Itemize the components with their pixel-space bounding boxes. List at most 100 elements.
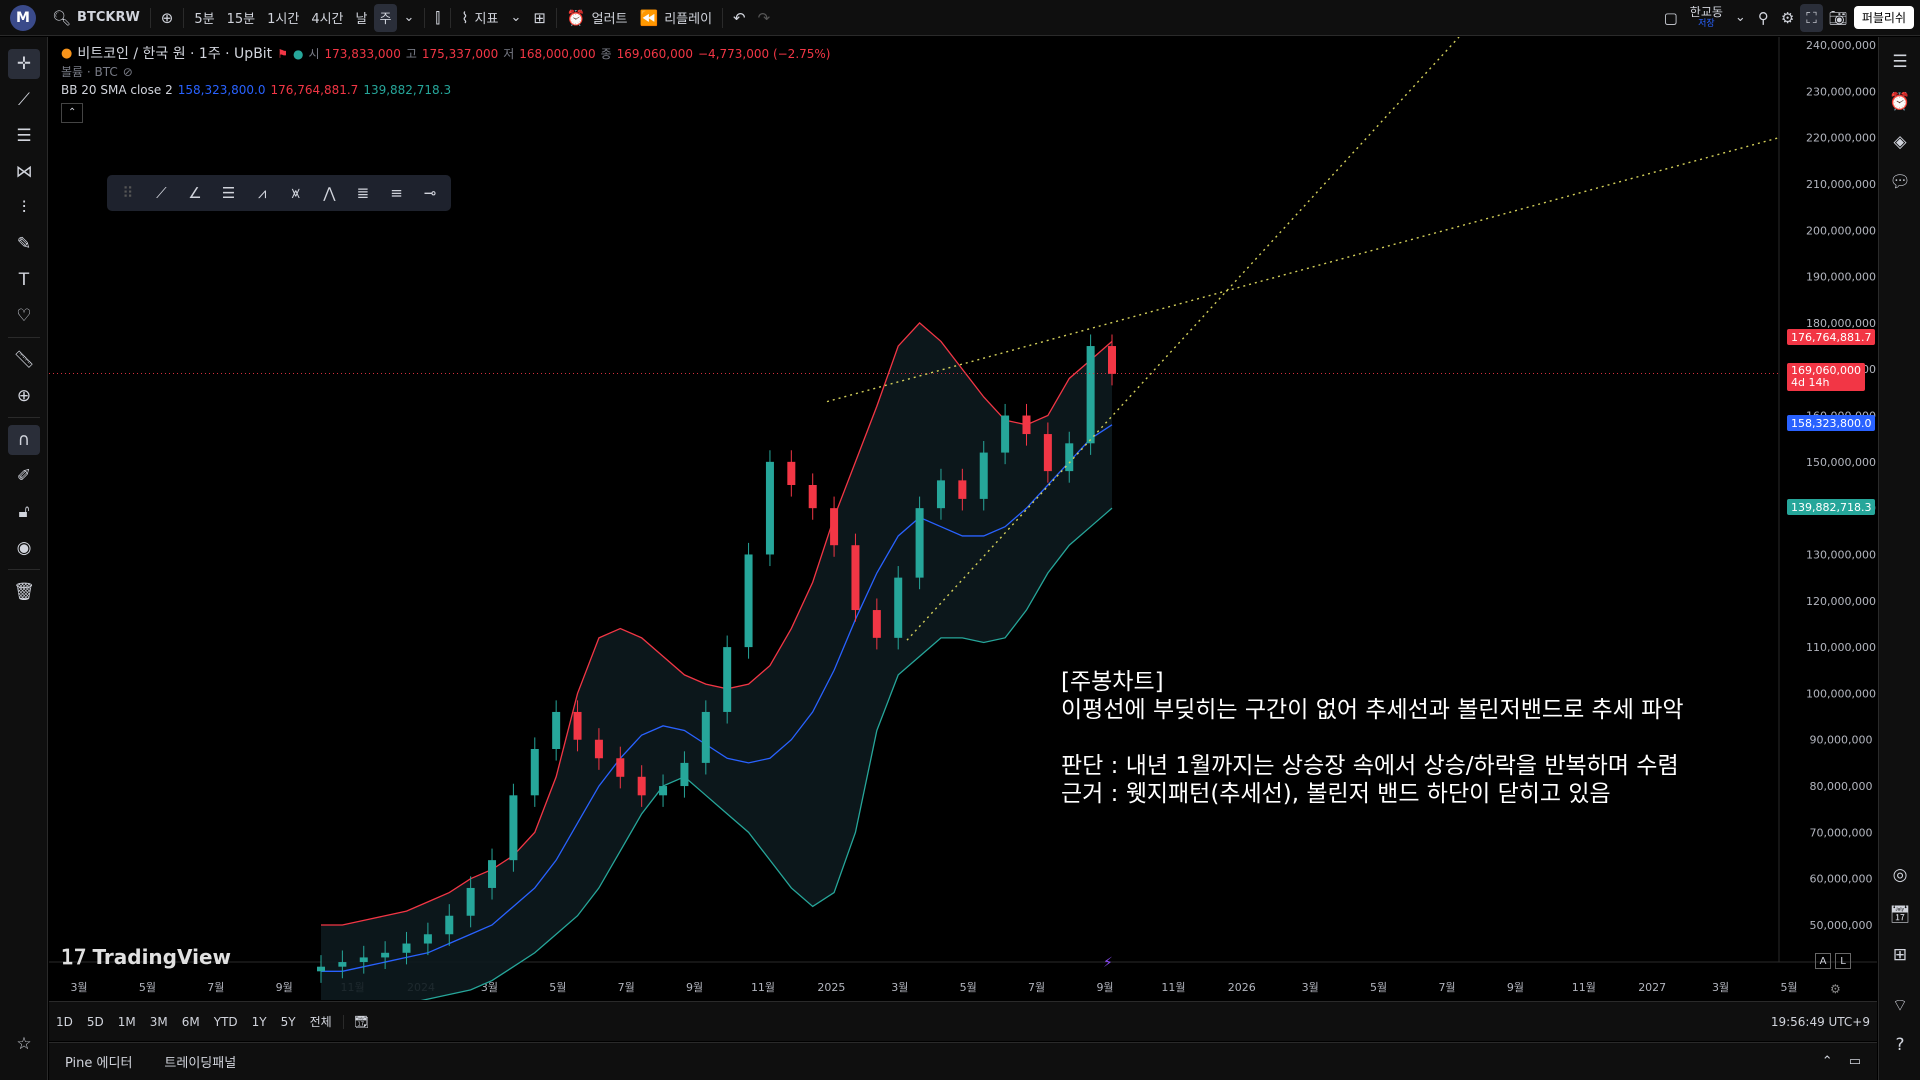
user-avatar[interactable]: M bbox=[10, 4, 36, 31]
auto-scale-button[interactable]: A bbox=[1815, 953, 1831, 969]
price-axis-label: 180,000,000 bbox=[1806, 317, 1876, 330]
range-1m[interactable]: 1M bbox=[117, 1014, 136, 1029]
chart-pane[interactable]: 240,000,000 230,000,000 220,000,000 210,000… bbox=[49, 37, 1877, 1000]
publish-button[interactable]: 퍼블리쉬 bbox=[1853, 6, 1914, 29]
maximize-panel-icon[interactable]: ▭ bbox=[1848, 1054, 1861, 1069]
streams-button[interactable]: ⌔ bbox=[1885, 990, 1915, 1020]
log-scale-button[interactable]: L bbox=[1835, 953, 1851, 969]
legend-title[interactable]: 비트코인 / 한국 원 · 1주 · UpBit bbox=[77, 46, 273, 62]
hide-drawings-tool[interactable]: ◉ bbox=[8, 533, 40, 563]
measure-tool[interactable]: 📏︎ bbox=[8, 345, 40, 375]
settings-button[interactable]: ⚙ bbox=[1775, 4, 1800, 32]
interval-1h[interactable]: 1시간 bbox=[267, 12, 300, 27]
trendline-tool[interactable]: ⟋ bbox=[8, 85, 40, 115]
icon-tool[interactable]: ♡ bbox=[8, 301, 40, 331]
ideas-button[interactable]: ◎ bbox=[1885, 860, 1915, 890]
alarm-clock-icon: ⏰ bbox=[1889, 92, 1911, 112]
layout-select-button[interactable]: ▢ bbox=[1658, 4, 1684, 32]
range-1y[interactable]: 1Y bbox=[251, 1014, 267, 1029]
apps-button[interactable]: ⊞ bbox=[1885, 940, 1915, 970]
trading-panel-tab[interactable]: 트레이딩패널 bbox=[164, 1056, 237, 1071]
candle-body bbox=[1043, 434, 1052, 472]
help-button[interactable]: ? bbox=[1885, 1030, 1915, 1060]
interval-15m[interactable]: 15분 bbox=[226, 12, 256, 27]
interval-5m[interactable]: 5분 bbox=[194, 12, 215, 27]
axis-settings-icon[interactable]: ⚙ bbox=[1830, 982, 1841, 996]
symbol-search[interactable]: 🔍︎ BTCKRW bbox=[46, 4, 146, 32]
goto-date-button[interactable]: 📆︎ bbox=[342, 1014, 376, 1029]
chart-type-button[interactable]: ⫿ bbox=[429, 4, 446, 32]
trendline-icon: ⟋ bbox=[18, 90, 30, 110]
horizontal-ray-icon[interactable]: ⊸ bbox=[423, 184, 437, 202]
text-tool[interactable]: T bbox=[8, 265, 40, 295]
interval-dropdown[interactable]: ⌄ bbox=[397, 4, 420, 32]
snapshot-button[interactable]: 📷︎ bbox=[1823, 4, 1854, 32]
range-ytd[interactable]: YTD bbox=[213, 1014, 238, 1029]
fullscreen-button[interactable]: ⛶ bbox=[1800, 3, 1823, 32]
replay-button[interactable]: ⏪ 리플레이 bbox=[634, 4, 719, 32]
alerts-button[interactable]: ⏰ bbox=[1885, 87, 1915, 117]
layouts-button[interactable]: ⊞ bbox=[527, 4, 552, 32]
right-sidebar: ☰ ⏰ ◈ 💬︎ ◎ 📅︎ ⊞ ⌔ ? bbox=[1878, 37, 1920, 1080]
watchlist-button[interactable]: ☰ bbox=[1885, 47, 1915, 77]
top-toolbar: M 🔍︎ BTCKRW ⊕ 5분 15분 1시간 4시간 날 주 ⌄ ⫿ ⌇ 지… bbox=[0, 0, 1920, 36]
volume-label[interactable]: 볼륨 · BTC bbox=[61, 65, 118, 79]
favorites-button[interactable]: ☆ bbox=[8, 1029, 40, 1059]
range-bar: 1D 5D 1M 3M 6M YTD 1Y 5Y 전체 📆︎ 19:56:49 … bbox=[49, 1001, 1877, 1041]
range-all[interactable]: 전체 bbox=[309, 1015, 332, 1029]
brush-tool[interactable]: ✎ bbox=[8, 229, 40, 259]
indicators-button[interactable]: ⌇ 지표 bbox=[455, 4, 504, 32]
range-1d[interactable]: 1D bbox=[56, 1014, 73, 1029]
layout-dropdown[interactable]: ⌄ bbox=[1729, 4, 1752, 32]
line-tool-icon[interactable]: ⟋ bbox=[156, 184, 167, 202]
stay-drawing-tool[interactable]: ✐ bbox=[8, 461, 40, 491]
fib-retracement-icon[interactable]: ≣ bbox=[356, 184, 370, 202]
eye-off-icon[interactable]: ⊘ bbox=[122, 65, 133, 79]
range-5y[interactable]: 5Y bbox=[280, 1014, 296, 1029]
abcd-tool-icon[interactable]: ⋀ bbox=[323, 184, 336, 202]
range-6m[interactable]: 6M bbox=[181, 1014, 200, 1029]
ray-tool-icon[interactable]: ∠ bbox=[188, 184, 202, 202]
interval-4h[interactable]: 4시간 bbox=[311, 12, 344, 27]
elliott-tool-icon[interactable]: ⩙ bbox=[291, 184, 300, 202]
fib-tool[interactable]: ☰ bbox=[8, 121, 40, 151]
chat-button[interactable]: 💬︎ bbox=[1885, 167, 1915, 197]
lightning-icon[interactable]: ⚡︎ bbox=[1103, 955, 1113, 971]
collapse-panel-icon[interactable]: ⌃ bbox=[1821, 1054, 1833, 1069]
range-5d[interactable]: 5D bbox=[86, 1014, 104, 1029]
magnet-tool[interactable]: ∩ bbox=[8, 425, 40, 455]
undo-button[interactable]: ↶ bbox=[727, 4, 752, 32]
interval-day[interactable]: 날 bbox=[355, 12, 368, 27]
crosshair-tool[interactable]: ✛ bbox=[8, 49, 40, 79]
xabcd-tool-icon[interactable]: ⩘ bbox=[257, 184, 267, 202]
indicators-dropdown[interactable]: ⌄ bbox=[504, 4, 527, 32]
pine-editor-tab[interactable]: Pine 에디터 bbox=[65, 1056, 133, 1071]
fib-extension-icon[interactable]: ≡ bbox=[390, 184, 403, 202]
time-axis-label: 7월 bbox=[207, 981, 224, 994]
time-axis-label: 5월 bbox=[549, 981, 566, 994]
collapse-legend-button[interactable]: ⌃ bbox=[61, 103, 84, 123]
chart-annotation[interactable]: [주봉차트] 이평선에 부딪히는 구간이 없어 추세선과 볼린저밴드로 추세 파악… bbox=[1061, 668, 1684, 808]
calendar-button[interactable]: 📅︎ bbox=[1885, 900, 1915, 930]
forecast-tool[interactable]: ⫶ bbox=[8, 193, 40, 223]
quick-search-button[interactable]: ⚲ bbox=[1752, 4, 1775, 32]
lock-drawings-tool[interactable]: 🔓︎ bbox=[8, 497, 40, 527]
compare-symbol-button[interactable]: ⊕ bbox=[155, 4, 180, 32]
bb-label[interactable]: BB 20 SMA close 2 bbox=[61, 83, 173, 97]
drag-handle-icon[interactable]: ⠿ bbox=[122, 184, 134, 202]
redo-button[interactable]: ↷ bbox=[752, 4, 777, 32]
layout-name[interactable]: 한교동 저장 bbox=[1684, 4, 1729, 32]
zoom-tool[interactable]: ⊕ bbox=[8, 381, 40, 411]
layout-saved-label: 저장 bbox=[1698, 18, 1715, 29]
pattern-icon: ⋈ bbox=[15, 162, 33, 182]
pattern-tool[interactable]: ⋈ bbox=[8, 157, 40, 187]
range-3m[interactable]: 3M bbox=[149, 1014, 168, 1029]
remove-drawings-tool[interactable]: 🗑︎ bbox=[8, 577, 40, 607]
channel-tool-icon[interactable]: ☰ bbox=[221, 184, 236, 202]
clock-timezone[interactable]: 19:56:49 UTC+9 bbox=[1770, 1014, 1870, 1029]
alert-button[interactable]: ⏰ 얼러트 bbox=[561, 4, 634, 32]
object-tree-button[interactable]: ◈ bbox=[1885, 127, 1915, 157]
bb-basis-line bbox=[321, 424, 1113, 972]
interval-week[interactable]: 주 bbox=[373, 3, 398, 32]
chart-canvas[interactable]: 240,000,000 230,000,000 220,000,000 210,000… bbox=[49, 37, 1877, 1000]
